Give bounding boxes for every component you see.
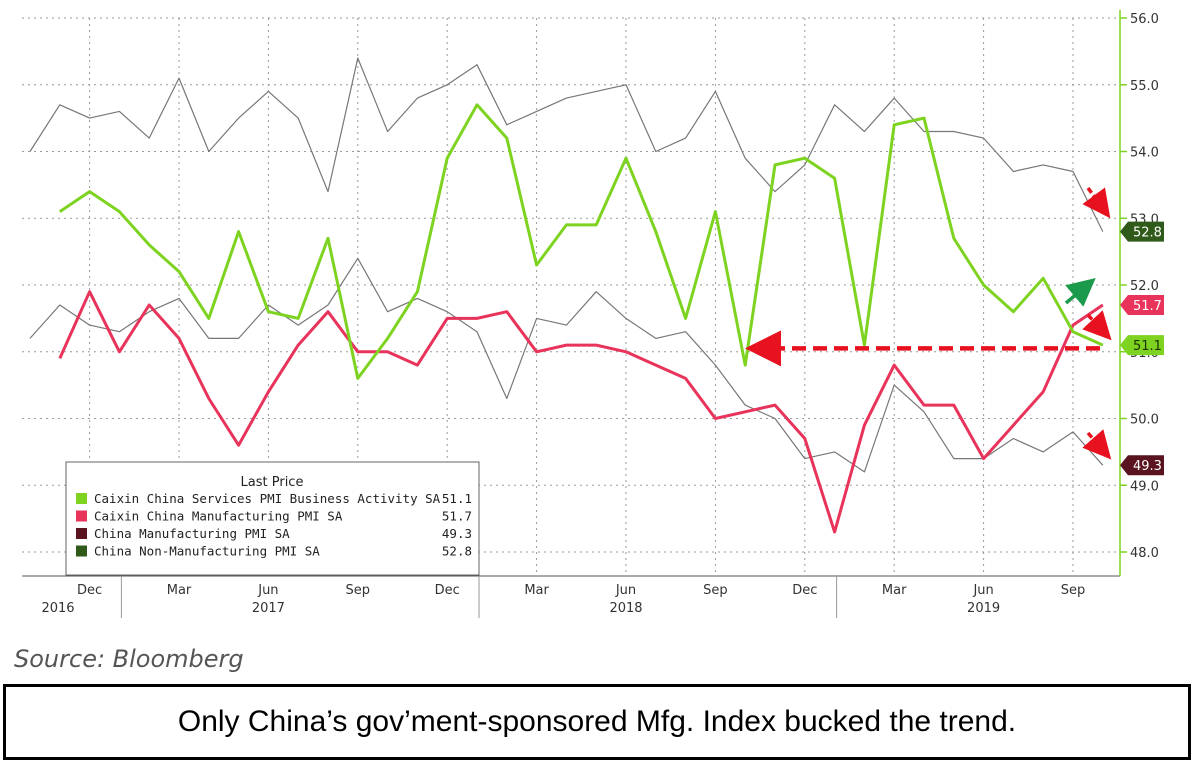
last-value-badge-2: 49.3 [1120,455,1164,476]
x-tick-month: Dec [792,583,817,598]
y-tick-label: 56.0 [1130,12,1159,27]
caption-box: Only China’s gov’ment-sponsored Mfg. Ind… [3,684,1191,760]
legend-item-3: China Non-Manufacturing PMI SA 52.8 [76,544,472,559]
series-line-1 [58,290,1104,534]
y-tick-label: 52.0 [1130,279,1159,294]
last-value-badge-3: 52.8 [1120,221,1164,242]
axes [22,10,1121,577]
last-value-badge-0: 51.1 [1120,335,1164,356]
legend-swatch [76,528,87,539]
legend-series-name: Caixin China Manufacturing PMI SA [94,509,343,524]
x-tick-month: Mar [167,583,192,598]
y-tick-label: 54.0 [1130,146,1159,161]
x-tick-month: Sep [346,583,371,598]
legend-box [65,461,480,576]
x-tick-year: 2017 [252,601,285,616]
x-tick-month: Dec [77,583,102,598]
legend-last-value: 49.3 [442,526,472,541]
series-line-0 [58,103,1104,380]
badge-value: 52.8 [1133,226,1162,241]
x-tick-month: Sep [703,583,728,598]
annotations [745,186,1112,460]
x-tick-month: Dec [435,583,460,598]
legend: Last Price Caixin China Services PMI Bus… [65,461,480,576]
x-tick-month: Mar [882,583,907,598]
x-tick-year: 2018 [609,601,642,616]
series-lines [29,57,1104,534]
y-tick-label: 50.0 [1130,413,1159,428]
x-tick-month: Jun [257,583,278,598]
x-tick-month: Sep [1061,583,1086,598]
x-tick-year: 2019 [967,601,1000,616]
legend-series-name: China Non-Manufacturing PMI SA [94,544,320,559]
red-arrow-non-manufacturing [1082,186,1111,219]
legend-item-1: Caixin China Manufacturing PMI SA 51.7 [76,509,472,524]
source-note: Source: Bloomberg [14,645,244,673]
y-tick-label: 48.0 [1130,546,1159,561]
y-tick-label: 49.0 [1130,479,1159,494]
badge-value: 51.7 [1133,299,1162,314]
legend-swatch [76,493,87,504]
legend-last-value: 52.8 [442,544,472,559]
legend-title: Last Price [241,475,304,490]
x-tick-year: 2016 [41,601,74,616]
legend-series-name: China Manufacturing PMI SA [94,526,290,541]
caption-text: Only China’s gov’ment-sponsored Mfg. Ind… [177,705,1017,738]
legend-swatch [76,510,87,522]
last-value-badges: 51.1 51.7 49.3 52.8 [1120,221,1164,476]
legend-item-2: China Manufacturing PMI SA 49.3 [76,526,472,541]
legend-swatch [76,545,87,557]
legend-last-value: 51.7 [442,509,472,524]
green-arrow-caixin-manufacturing [1064,277,1096,307]
badge-value: 51.1 [1133,339,1162,354]
badge-value: 49.3 [1133,459,1162,474]
x-tick-month: Jun [615,583,636,598]
legend-last-value: 51.1 [442,491,472,506]
y-tick-label: 55.0 [1130,79,1159,94]
series-line-3 [29,57,1104,232]
x-tick-month: Jun [972,583,993,598]
series-line-2 [29,257,1104,473]
red-arrow-services [1082,310,1112,341]
legend-series-name: Caixin China Services PMI Business Activ… [94,491,441,506]
red-arrow-official-manufacturing [1082,429,1112,460]
x-tick-month: Mar [524,583,549,598]
y-tick-labels: 48.049.050.051.052.053.054.055.056.0 [1120,12,1159,561]
last-value-badge-1: 51.7 [1120,295,1164,316]
legend-item-0: Caixin China Services PMI Business Activ… [76,491,472,506]
